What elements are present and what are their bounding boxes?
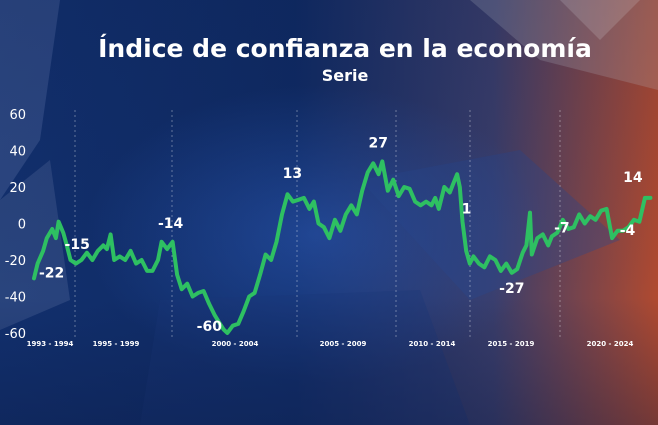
data-label: -27	[499, 281, 524, 297]
y-tick-label: 40	[9, 145, 26, 160]
x-period-label: 1995 - 1999	[93, 340, 140, 348]
x-axis-period-labels: 1993 - 1994 1995 - 1999 2000 - 2004 2005 - …	[27, 340, 634, 348]
y-tick-label: -60	[5, 327, 26, 342]
data-label: 13	[283, 166, 302, 182]
data-label: 14	[623, 170, 643, 186]
y-tick-label: 0	[18, 218, 26, 233]
data-label: -15	[65, 237, 90, 253]
x-period-label: 2015 - 2019	[488, 340, 535, 348]
data-label: -4	[620, 223, 636, 239]
data-label: -60	[197, 319, 223, 335]
data-label: 1	[462, 202, 472, 218]
data-labels: -22-15 -14 -60 13 27 1 -27 -7 -4 14	[39, 135, 643, 335]
data-label: -7	[554, 220, 570, 236]
x-period-label: 2010 - 2014	[409, 340, 456, 348]
y-tick-label: -40	[5, 291, 26, 306]
y-axis-ticks: 60 40 20 0 -20 -40 -60	[5, 108, 26, 342]
chart-subtitle: Serie	[322, 66, 369, 85]
x-period-label: 2020 - 2024	[587, 340, 634, 348]
data-label: -22	[39, 266, 64, 282]
vertical-gridlines	[74, 110, 561, 339]
y-tick-label: 60	[9, 108, 26, 123]
y-tick-label: 20	[9, 181, 26, 196]
data-label: 27	[369, 135, 388, 151]
chart-title: Índice de confianza en la economía	[98, 34, 592, 63]
series-line	[32, 159, 653, 335]
x-period-label: 2005 - 2009	[320, 340, 367, 348]
x-period-label: 2000 - 2004	[212, 340, 259, 348]
y-tick-label: -20	[5, 254, 26, 269]
data-label: -14	[158, 216, 184, 232]
x-period-label: 1993 - 1994	[27, 340, 74, 348]
